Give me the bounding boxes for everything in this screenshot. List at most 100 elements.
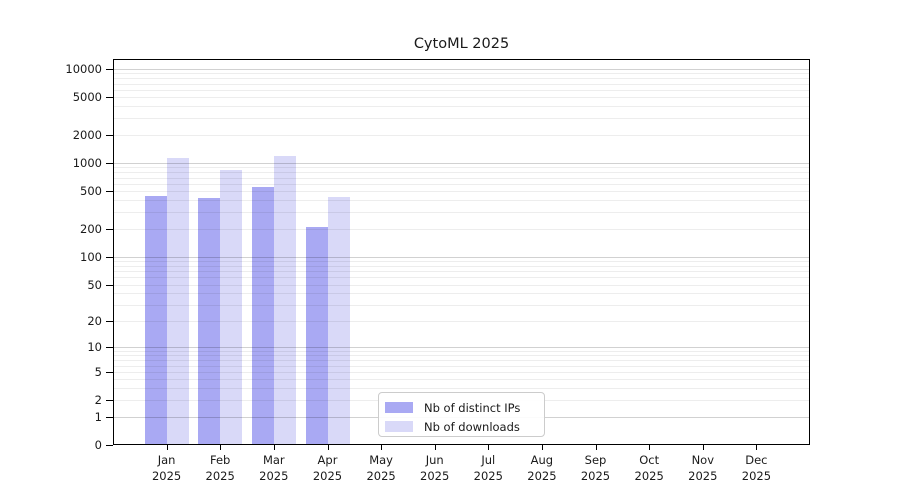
y-tick-label-10: 10	[87, 340, 102, 355]
legend-label-downloads: Nb of downloads	[424, 419, 520, 434]
x-tick-mark-jan	[166, 445, 168, 450]
minor-gridline-5000	[113, 97, 810, 99]
minor-gridline-4000	[113, 106, 810, 108]
y-tick-label-2000: 2000	[72, 127, 102, 142]
bar-downloads-apr	[327, 196, 350, 445]
minor-gridline-7	[113, 360, 810, 362]
bar-distinct-ips-mar	[251, 187, 274, 445]
minor-gridline-9	[113, 351, 810, 352]
chart-title: CytoML 2025	[413, 36, 510, 52]
minor-gridline-9000	[113, 73, 810, 75]
minor-gridline-3	[113, 388, 810, 390]
minor-gridline-7000	[113, 83, 810, 85]
y-tick-label-1000: 1000	[72, 156, 102, 170]
x-tick-mark-may	[381, 445, 383, 450]
minor-gridline-200	[113, 228, 810, 230]
y-tick-mark-2	[106, 400, 113, 402]
bar-distinct-ips-feb	[198, 198, 221, 445]
y-tick-mark-1000	[106, 163, 113, 164]
legend: Nb of distinct IPs Nb of downloads	[378, 392, 545, 437]
minor-gridline-3000	[113, 118, 810, 120]
legend-item-distinct-ips: Nb of distinct IPs	[385, 398, 544, 417]
minor-gridline-8000	[113, 78, 810, 80]
legend-swatch-distinct-ips	[385, 402, 413, 413]
x-tick-mark-nov	[702, 445, 704, 450]
y-tick-mark-100	[106, 256, 113, 258]
y-tick-label-5000: 5000	[72, 90, 102, 105]
x-tick-mark-aug	[541, 445, 543, 450]
bar-downloads-mar	[273, 155, 296, 445]
x-tick-label-apr: Apr 2025	[312, 453, 343, 483]
minor-gridline-90	[113, 260, 810, 262]
y-tick-mark-50	[106, 284, 113, 286]
y-tick-label-500: 500	[80, 184, 102, 199]
minor-gridline-80	[113, 265, 810, 267]
y-tick-mark-10000	[106, 69, 113, 70]
x-tick-label-nov: Nov 2025	[688, 453, 718, 483]
legend-item-downloads: Nb of downloads	[385, 417, 544, 436]
y-tick-mark-500	[106, 191, 113, 193]
bar-distinct-ips-jan	[144, 196, 167, 445]
x-tick-mark-feb	[220, 445, 222, 450]
x-tick-label-feb: Feb 2025	[205, 453, 235, 483]
x-tick-label-aug: Aug 2025	[527, 453, 557, 483]
bar-downloads-jan	[166, 158, 189, 445]
x-tick-label-may: May 2025	[366, 453, 396, 483]
x-tick-label-oct: Oct 2025	[634, 453, 664, 483]
y-tick-mark-20	[106, 320, 113, 322]
y-tick-mark-1	[106, 416, 113, 418]
x-tick-mark-jun	[434, 445, 436, 450]
minor-gridline-400	[113, 200, 810, 202]
minor-gridline-500	[113, 191, 810, 193]
minor-gridline-8	[113, 355, 810, 357]
y-tick-label-2: 2	[94, 393, 102, 408]
bar-downloads-feb	[220, 169, 243, 445]
x-tick-label-jan: Jan 2025	[151, 453, 182, 483]
x-tick-mark-jul	[488, 445, 490, 450]
x-tick-label-jun: Jun 2025	[420, 453, 450, 483]
minor-gridline-300	[113, 212, 810, 213]
minor-gridline-600	[113, 183, 810, 185]
x-tick-label-sep: Sep 2025	[580, 453, 611, 483]
legend-label-distinct-ips: Nb of distinct IPs	[424, 400, 521, 415]
x-tick-mark-sep	[595, 445, 597, 450]
x-tick-mark-mar	[273, 445, 275, 450]
y-tick-label-20: 20	[87, 313, 102, 328]
y-tick-label-200: 200	[80, 221, 102, 236]
major-gridline-1000	[113, 163, 810, 164]
major-gridline-10000	[113, 69, 810, 70]
minor-gridline-50	[113, 284, 810, 286]
legend-swatch-downloads	[385, 421, 413, 432]
major-gridline-100	[113, 256, 810, 258]
minor-gridline-70	[113, 271, 810, 272]
minor-gridline-40	[113, 293, 810, 295]
y-tick-label-10000: 10000	[65, 62, 102, 76]
x-tick-label-mar: Mar 2025	[259, 453, 289, 483]
minor-gridline-6000	[113, 89, 810, 91]
minor-gridline-4	[113, 379, 810, 381]
y-tick-label-0: 0	[94, 438, 102, 452]
minor-gridline-800	[113, 172, 810, 174]
minor-gridline-20	[113, 320, 810, 322]
x-tick-mark-dec	[756, 445, 758, 450]
minor-gridline-900	[113, 167, 810, 169]
x-tick-label-dec: Dec 2025	[741, 453, 772, 483]
minor-gridline-700	[113, 177, 810, 179]
y-tick-label-5: 5	[94, 364, 102, 379]
y-tick-mark-0	[106, 445, 113, 446]
plot-area	[113, 59, 810, 445]
minor-gridline-2000	[113, 134, 810, 136]
y-tick-mark-200	[106, 228, 113, 230]
minor-gridline-60	[113, 277, 810, 279]
minor-gridline-5	[113, 371, 810, 373]
bar-distinct-ips-apr	[305, 226, 328, 445]
y-tick-label-100: 100	[80, 249, 102, 264]
y-tick-mark-5000	[106, 97, 113, 99]
x-tick-label-jul: Jul 2025	[473, 453, 503, 483]
y-tick-label-1: 1	[94, 409, 102, 424]
major-gridline-10	[113, 347, 810, 349]
x-tick-mark-apr	[327, 445, 329, 450]
y-tick-mark-5	[106, 371, 113, 373]
x-tick-mark-oct	[649, 445, 651, 450]
